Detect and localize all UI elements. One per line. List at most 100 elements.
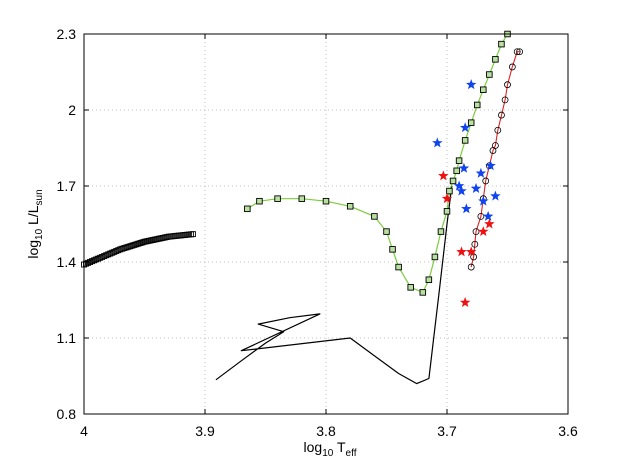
x-axis-label-main: T: [333, 439, 346, 455]
green-square-point: [383, 228, 390, 235]
x-tick-label: 3.6: [558, 423, 578, 439]
x-tick-label: 4: [80, 423, 88, 439]
y-tick-label: 1.1: [57, 330, 77, 346]
x-axis-label-prefix-sub: 10: [322, 448, 334, 459]
green-square-point: [437, 228, 445, 235]
red-circle-point: [472, 228, 480, 236]
blue-star-point: [482, 210, 494, 221]
red-circle-point: [498, 111, 505, 119]
black-square-point: [133, 241, 140, 248]
green-square-point: [431, 253, 439, 261]
x-tick-label: 3.9: [195, 423, 215, 439]
y-axis-label-main: L/L: [25, 205, 41, 229]
blue-star-point: [475, 167, 487, 178]
y-axis-label: log10 L/Lsun: [25, 189, 45, 258]
y-axis-label-sub: sun: [34, 189, 45, 205]
black-square-point: [109, 249, 116, 256]
green-square-point: [395, 263, 402, 271]
y-tick-label: 2.3: [57, 26, 77, 42]
black-square-point: [101, 253, 108, 260]
red-circle-point: [501, 96, 509, 104]
black-square-point: [107, 250, 114, 257]
blue-star-point: [453, 180, 465, 191]
green-square-point: [256, 197, 263, 205]
black-square-point: [113, 248, 120, 254]
green-square-point: [449, 177, 457, 185]
black-square-point: [99, 253, 106, 260]
red-star-point: [441, 193, 453, 204]
x-tick-label: 3.8: [316, 423, 336, 439]
black-square-point: [121, 245, 128, 252]
red-circle-point: [477, 212, 485, 220]
green-square-point: [474, 101, 481, 109]
red-star-point: [456, 246, 467, 257]
black-square-point: [95, 255, 102, 262]
green-square-point: [455, 157, 463, 164]
green-track-line: [246, 33, 509, 293]
y-tick-label: 1.7: [57, 178, 77, 194]
y-tick-label: 1.4: [57, 254, 77, 270]
green-square-point: [244, 205, 251, 213]
black-track-line: [215, 185, 453, 385]
red-star-point: [478, 226, 489, 237]
black-square-point: [105, 251, 112, 258]
green-square-point: [425, 276, 433, 283]
black-square-point: [111, 248, 118, 255]
y-axis-label-prefix-sub: 10: [34, 228, 45, 240]
x-axis-label-prefix: log: [304, 439, 323, 455]
blue-star-point: [432, 137, 443, 148]
black-square-point: [135, 240, 142, 247]
red-circle-point: [491, 142, 499, 149]
red-circle-point: [482, 177, 490, 185]
y-tick-label: 0.8: [57, 406, 77, 422]
black-square-point: [123, 244, 130, 251]
red-circle-point: [467, 263, 475, 271]
green-square-point: [498, 40, 505, 48]
red-star-point: [459, 297, 471, 307]
green-square-point: [371, 213, 378, 220]
green-square-point: [298, 195, 306, 202]
black-square-point: [115, 247, 122, 254]
red-star-point: [438, 170, 449, 181]
red-circle-point: [516, 48, 523, 56]
blue-star-point: [458, 162, 470, 173]
red-track-line: [470, 51, 520, 268]
black-square-point: [91, 257, 98, 264]
green-square-point: [407, 284, 414, 291]
green-square-point: [480, 86, 487, 93]
red-circle-point: [508, 63, 516, 71]
blue-star-point: [461, 203, 472, 214]
x-axis-label: log10 Teff: [304, 439, 357, 459]
green-square-point: [486, 71, 493, 78]
y-tick-label: 2: [68, 102, 76, 118]
black-square-point: [89, 258, 96, 265]
red-circle-point: [471, 240, 479, 248]
blue-star-point: [459, 122, 471, 133]
black-square-point: [103, 252, 110, 259]
blue-star-point: [478, 195, 489, 206]
black-square-point: [189, 231, 196, 238]
x-axis-label-sub: eff: [346, 448, 357, 459]
red-circle-point: [504, 81, 511, 89]
red-star-point: [484, 218, 495, 229]
ticks: 4 3.9 3.8 3.7 3.6 0.8 1.1 1.4 1.7 2 2.3: [57, 26, 578, 439]
black-square-point: [127, 243, 134, 250]
blue-star-point: [485, 160, 496, 171]
black-square-point: [137, 240, 144, 246]
black-square-point: [117, 246, 124, 253]
red-circle-point: [494, 126, 502, 134]
green-square-point: [461, 137, 469, 144]
red-star-point: [465, 246, 477, 257]
green-square-point: [419, 289, 427, 296]
x-tick-label: 3.7: [437, 423, 457, 439]
black-square-point: [97, 254, 104, 261]
green-square-point: [492, 56, 499, 63]
red-circle-point: [513, 48, 521, 56]
green-square-point: [453, 167, 460, 175]
green-square-point: [446, 187, 453, 195]
green-square-point: [467, 119, 475, 126]
black-square-point: [119, 245, 126, 252]
green-square-point: [322, 197, 330, 205]
black-square-point: [85, 259, 91, 266]
